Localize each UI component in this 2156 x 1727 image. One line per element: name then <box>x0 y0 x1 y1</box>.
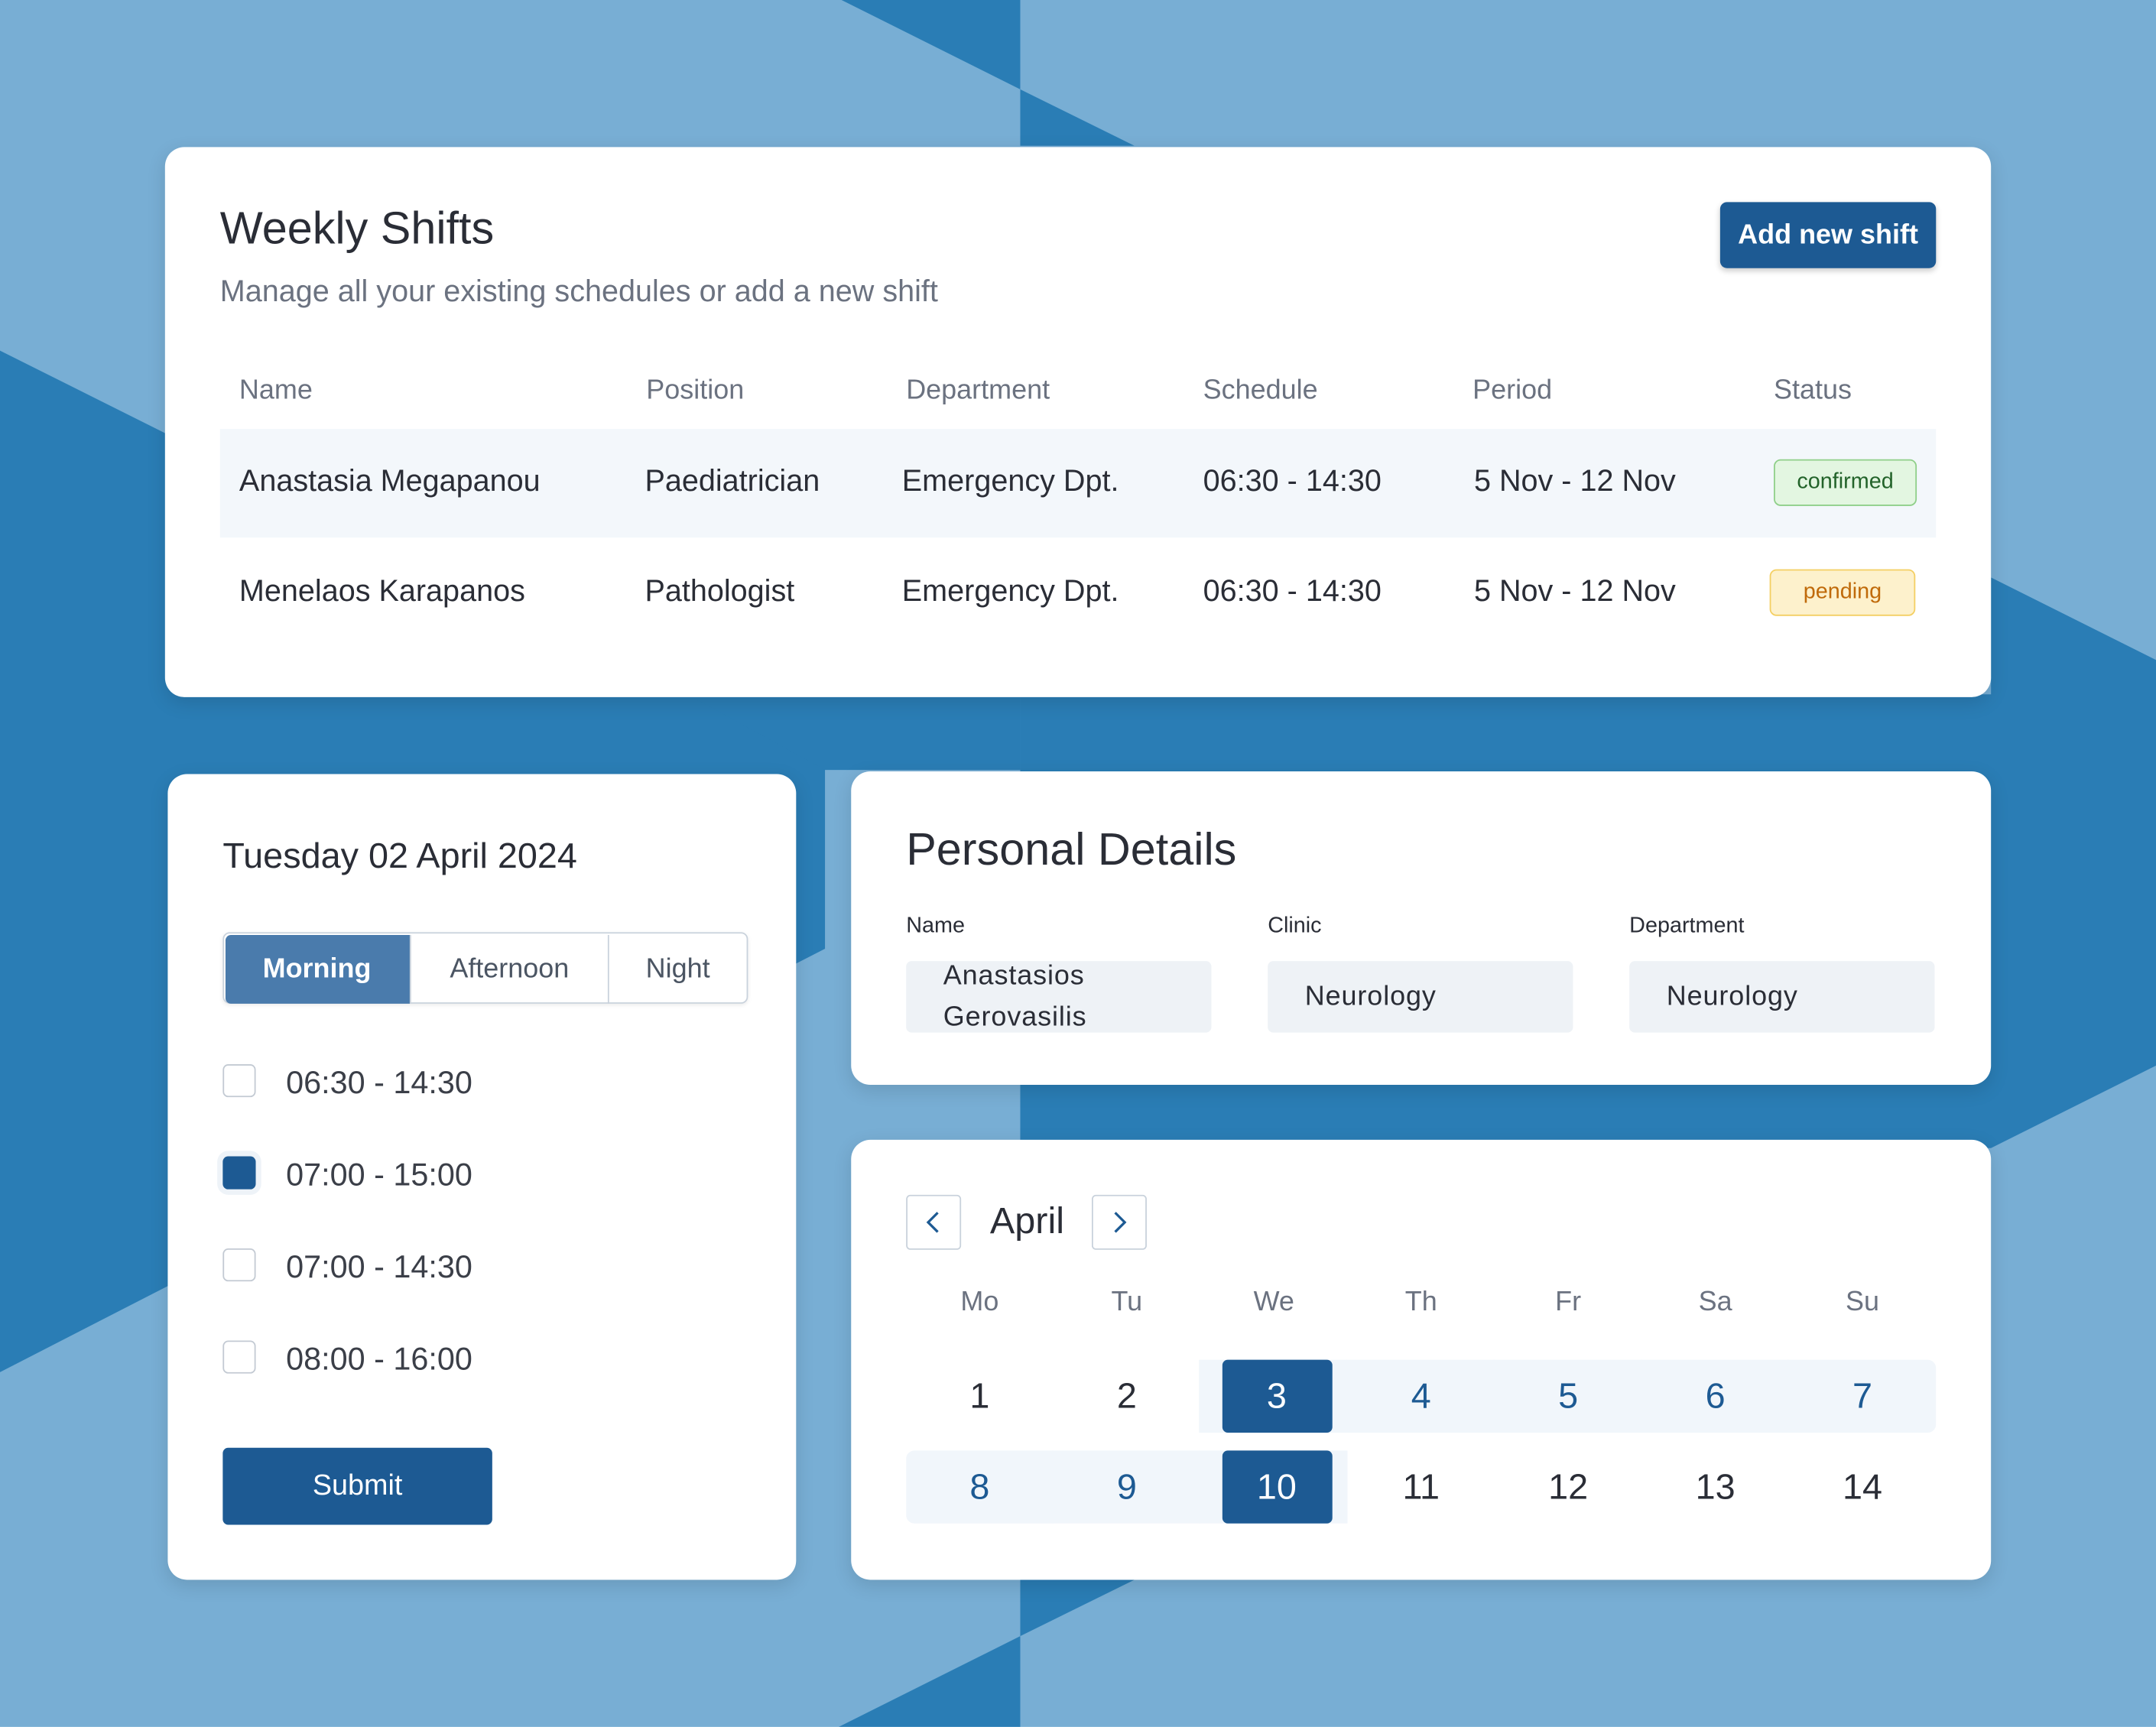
calendar-card: April Mo Tu We Th Fr Sa Su 1 2 3 4 5 6 7 8 9 10 11 12 13 14 <box>851 1139 1992 1580</box>
day[interactable]: 1 <box>969 1375 990 1417</box>
field-label: Clinic <box>1268 914 1322 938</box>
checkbox[interactable] <box>222 1340 256 1374</box>
day[interactable]: 2 <box>1116 1375 1137 1417</box>
personal-details-card: Personal Details Name Anastasios Gerovasil… <box>851 771 1992 1085</box>
day-picker-card: Tuesday 02 April 2024 Morning Afternoon Nig… <box>167 774 797 1580</box>
month-nav-button[interactable] <box>906 1194 962 1250</box>
slot-label: 07:00 - 15:00 <box>286 1156 472 1193</box>
status-badge: pending <box>1769 569 1916 616</box>
shifts-card: Weekly Shifts Manage all your existing sc… <box>164 147 1992 697</box>
title: Weekly Shifts <box>219 202 495 253</box>
checkbox[interactable] <box>222 1248 256 1282</box>
slot-label: 06:30 - 14:30 <box>286 1064 472 1100</box>
day[interactable]: 6 <box>1705 1375 1726 1417</box>
chevron <box>926 1212 939 1233</box>
chevron <box>1114 1212 1127 1233</box>
day[interactable]: 11 <box>1402 1466 1440 1508</box>
range-bg <box>1640 1359 1789 1433</box>
tab[interactable]: Night <box>607 934 747 1003</box>
column-header: Position <box>646 375 745 406</box>
range-bg <box>1051 1450 1201 1524</box>
day[interactable]: 13 <box>1695 1466 1736 1508</box>
column-header: Schedule <box>1203 375 1318 406</box>
field-value: Anastasios Gerovasilis <box>943 961 1087 1033</box>
day[interactable]: 12 <box>1548 1466 1589 1508</box>
weekday: Sa <box>1698 1287 1732 1317</box>
field-value: Neurology <box>1304 982 1437 1012</box>
weekday: Su <box>1846 1287 1880 1317</box>
field-input[interactable] <box>1268 961 1573 1033</box>
cell: 06:30 - 14:30 <box>1203 463 1382 498</box>
weekday: Th <box>1404 1287 1437 1317</box>
weekday: Tu <box>1111 1287 1143 1317</box>
row-highlight <box>219 429 1937 538</box>
cell: 5 Nov - 12 Nov <box>1473 463 1676 498</box>
add-shift-button[interactable]: Add new shift <box>1719 202 1937 268</box>
selected-day[interactable] <box>1222 1359 1333 1433</box>
checkbox[interactable] <box>222 1064 256 1098</box>
day[interactable]: 7 <box>1852 1375 1873 1417</box>
subtitle: Manage all your existing schedules or ad… <box>219 273 938 308</box>
day[interactable]: 14 <box>1843 1466 1883 1508</box>
weekday: Fr <box>1555 1287 1582 1317</box>
checkbox[interactable] <box>222 1156 256 1190</box>
field-input[interactable] <box>906 961 1212 1033</box>
tab[interactable]: Morning <box>225 934 410 1003</box>
cell: Menelaos Karapanos <box>239 573 525 608</box>
range-bg <box>1787 1359 1937 1433</box>
day[interactable]: 9 <box>1116 1466 1137 1508</box>
slot-label: 07:00 - 14:30 <box>286 1248 472 1284</box>
field-value: Neurology <box>1666 982 1798 1012</box>
day[interactable]: 5 <box>1558 1375 1579 1417</box>
range-bg <box>1346 1359 1495 1433</box>
date: Tuesday 02 April 2024 <box>222 834 577 876</box>
cell: Paediatrician <box>645 463 820 498</box>
weekday: Mo <box>960 1287 999 1317</box>
column-header: Period <box>1473 375 1553 406</box>
cell: Emergency Dpt. <box>901 463 1119 498</box>
month-nav-button[interactable] <box>1091 1194 1147 1250</box>
field-label: Name <box>906 914 965 938</box>
submit-button[interactable]: Submit <box>222 1447 492 1525</box>
cell: Anastasia Megapanou <box>239 463 541 498</box>
cell: Emergency Dpt. <box>901 573 1119 608</box>
day[interactable]: 8 <box>969 1466 990 1508</box>
cell: Pathologist <box>645 573 795 608</box>
slot-label: 08:00 - 16:00 <box>286 1340 472 1377</box>
status-badge: confirmed <box>1774 459 1917 506</box>
day[interactable]: 3 <box>1266 1375 1287 1417</box>
column-header: Department <box>906 375 1050 406</box>
column-header: Status <box>1774 375 1852 406</box>
day[interactable]: 10 <box>1256 1466 1297 1508</box>
field-input[interactable] <box>1629 961 1935 1033</box>
cell: 06:30 - 14:30 <box>1203 573 1382 608</box>
tab-group <box>222 932 748 1004</box>
month: April <box>989 1200 1065 1242</box>
weekday: We <box>1253 1287 1294 1317</box>
column-header: Name <box>239 375 313 406</box>
title: Personal Details <box>906 823 1237 875</box>
cell: 5 Nov - 12 Nov <box>1473 573 1676 608</box>
range-bg <box>1493 1359 1642 1433</box>
selected-day[interactable] <box>1222 1450 1333 1524</box>
day[interactable]: 4 <box>1411 1375 1431 1417</box>
field-label: Department <box>1629 914 1745 938</box>
tab[interactable]: Afternoon <box>409 934 609 1003</box>
range-bg <box>906 1450 1054 1524</box>
